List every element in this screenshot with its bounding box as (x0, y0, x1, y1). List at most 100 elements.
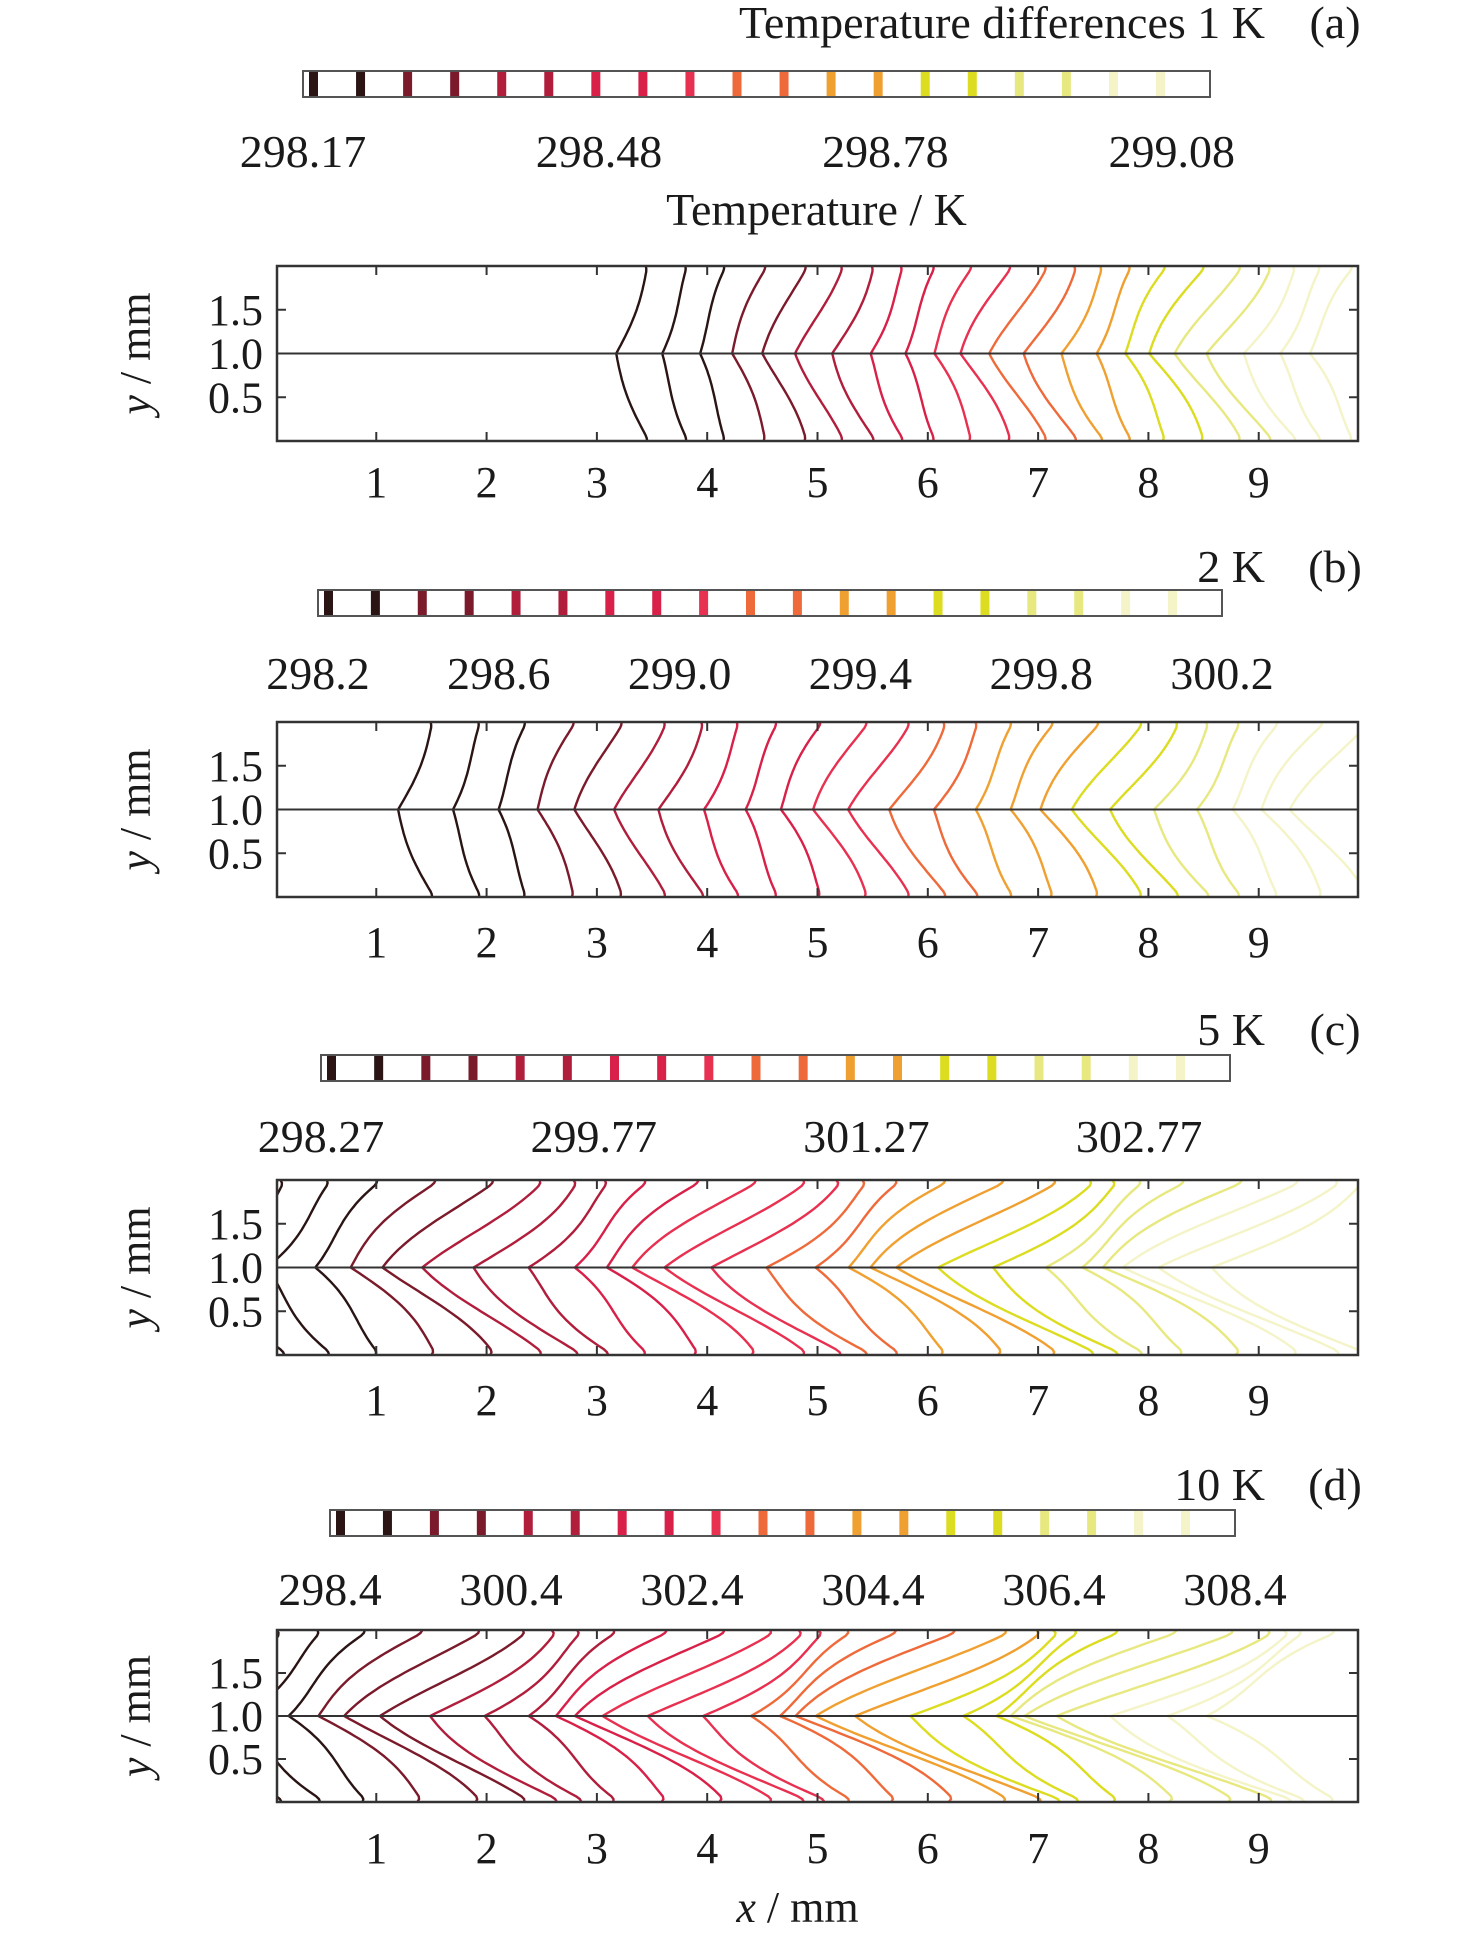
x-tick-label: 7 (1027, 1824, 1049, 1873)
colorbar-level-mark (805, 1511, 815, 1535)
colorbar-level-mark (1040, 1511, 1050, 1535)
plot-area: 1 2 3 4 5 6 7 8 9 0.51.01.5 (208, 264, 1360, 507)
colorbar-level-mark (1014, 72, 1024, 96)
y-tick-label: 1.5 (208, 286, 263, 335)
x-tick-label: 6 (917, 1376, 939, 1425)
colorbar-level-mark (980, 591, 990, 615)
y-tick-label: 1.5 (208, 1200, 263, 1249)
colorbar-level-mark (839, 591, 849, 615)
x-tick-label: 2 (476, 1376, 498, 1425)
y-tick-label: 0.5 (208, 829, 263, 878)
colorbar-tick-label: 299.77 (530, 1111, 657, 1162)
x-tick-label: 8 (1137, 458, 1159, 507)
colorbar-level-mark (1034, 1056, 1044, 1080)
x-tick-label: 1 (365, 1376, 387, 1425)
y-axis-label-var: y (111, 1309, 160, 1333)
x-tick-label: 5 (807, 1376, 829, 1425)
y-axis-label: y / mm (111, 1206, 160, 1332)
colorbar-level-mark (468, 1056, 478, 1080)
panel-title: 2 K (1197, 541, 1265, 592)
panel-title: 10 K (1174, 1459, 1265, 1510)
colorbar-level-mark (511, 591, 521, 615)
colorbar-level-mark (652, 591, 662, 615)
panel-b: 2 K (b) 298.2 298.6 299.0 299.4 299.8 300.2 1 2 3 4… (111, 541, 1362, 967)
colorbar-level-mark (327, 1056, 336, 1080)
colorbar-tick-label: 302.4 (640, 1564, 744, 1615)
colorbar-level-mark (558, 591, 568, 615)
panel-a: Temperature differences 1 K (a)298.17 298.… (111, 0, 1361, 507)
colorbar-tick-label: 298.27 (258, 1111, 385, 1162)
colorbar-tick-label: 298.78 (822, 126, 949, 177)
colorbar-level-mark (967, 72, 977, 96)
colorbar-level-mark (1081, 1056, 1091, 1080)
colorbar-level-mark (704, 1056, 714, 1080)
colorbar-level-mark (417, 591, 427, 615)
panel-title: 5 K (1197, 1004, 1265, 1055)
panel-label: (a) (1309, 0, 1360, 48)
colorbar-level-mark (515, 1056, 525, 1080)
colorbar-level-mark (421, 1056, 431, 1080)
y-axis-label-var: y (111, 395, 160, 419)
colorbar-level-mark (657, 1056, 667, 1080)
x-tick-label: 7 (1027, 1376, 1049, 1425)
colorbar-level-mark (591, 72, 601, 96)
colorbar-tick-label: 300.4 (459, 1564, 563, 1615)
x-tick-label: 3 (586, 1824, 608, 1873)
x-tick-label: 8 (1137, 1376, 1159, 1425)
colorbar-level-mark (374, 1056, 384, 1080)
panel-label: (b) (1308, 541, 1362, 592)
colorbar-level-mark (403, 72, 413, 96)
colorbar-level-mark (711, 1511, 721, 1535)
colorbar-level-mark (826, 72, 836, 96)
colorbar-level-mark (497, 72, 507, 96)
colorbar-tick-label: 298.2 (266, 648, 370, 699)
x-tick-label: 1 (365, 1824, 387, 1873)
colorbar-level-mark (746, 591, 755, 615)
colorbar-tick-label: 298.48 (536, 126, 663, 177)
colorbar-level-mark (429, 1511, 439, 1535)
x-tick-label: 2 (476, 918, 498, 967)
panel-c: 5 K (c) 298.27 299.77 301.27 302.77 1 2 3 4 5 6 7 8 9 0… (111, 1004, 1361, 1425)
colorbar-level-mark (798, 1056, 808, 1080)
x-tick-label: 3 (586, 1376, 608, 1425)
plot-area: 1 2 3 4 5 6 7 8 9 0.51.01.5 (208, 720, 1360, 967)
colorbar-level-mark (605, 591, 615, 615)
colorbar-level-mark (920, 72, 930, 96)
colorbar-level-mark (544, 72, 554, 96)
colorbar-tick-label: 298.4 (278, 1564, 382, 1615)
colorbar-level-mark (685, 72, 695, 96)
colorbar-level-mark (873, 72, 883, 96)
colorbar-level-mark (893, 1056, 902, 1080)
colorbar-level-mark (570, 1511, 580, 1535)
colorbar-frame (329, 1509, 1236, 1537)
x-tick-label: 9 (1248, 1824, 1270, 1873)
colorbar-tick-label: 300.2 (1170, 648, 1274, 699)
colorbar-tick-label: 299.0 (628, 648, 732, 699)
colorbar-frame (302, 70, 1211, 98)
isotherm-line (277, 1180, 331, 1355)
colorbar-level-mark (751, 1056, 761, 1080)
colorbar: 298.27 299.77 301.27 302.77 (258, 1054, 1231, 1162)
panel-title: Temperature differences 1 K (739, 0, 1265, 48)
colorbar-level-mark (1087, 1511, 1097, 1535)
y-tick-label: 1.5 (208, 742, 263, 791)
colorbar-tick-label: 306.4 (1002, 1564, 1106, 1615)
x-tick-label: 6 (917, 1824, 939, 1873)
y-tick-label: 0.5 (208, 1735, 263, 1784)
x-axis-label: x / mm (735, 1883, 858, 1932)
colorbar-level-mark (933, 591, 943, 615)
colorbar-tick-label: 304.4 (821, 1564, 925, 1615)
colorbar-level-mark (987, 1056, 997, 1080)
colorbar-level-mark (1156, 72, 1165, 96)
panel-d: 10 K (d) 298.4 300.4 302.4 304.4 306.4 308.4 1 2 3… (111, 1459, 1362, 1932)
colorbar-level-mark (464, 591, 474, 615)
colorbar-tick-label: 308.4 (1183, 1564, 1287, 1615)
colorbar-level-mark (699, 591, 709, 615)
y-tick-label: 1.0 (208, 330, 263, 379)
colorbar-level-mark (758, 1511, 768, 1535)
y-tick-label: 0.5 (208, 373, 263, 422)
x-tick-label: 7 (1027, 918, 1049, 967)
x-tick-label: 7 (1027, 458, 1049, 507)
plot-area: 1 2 3 4 5 6 7 8 9 0.51.01.5 (208, 1178, 1360, 1425)
colorbar-tick-label: 301.27 (803, 1111, 930, 1162)
